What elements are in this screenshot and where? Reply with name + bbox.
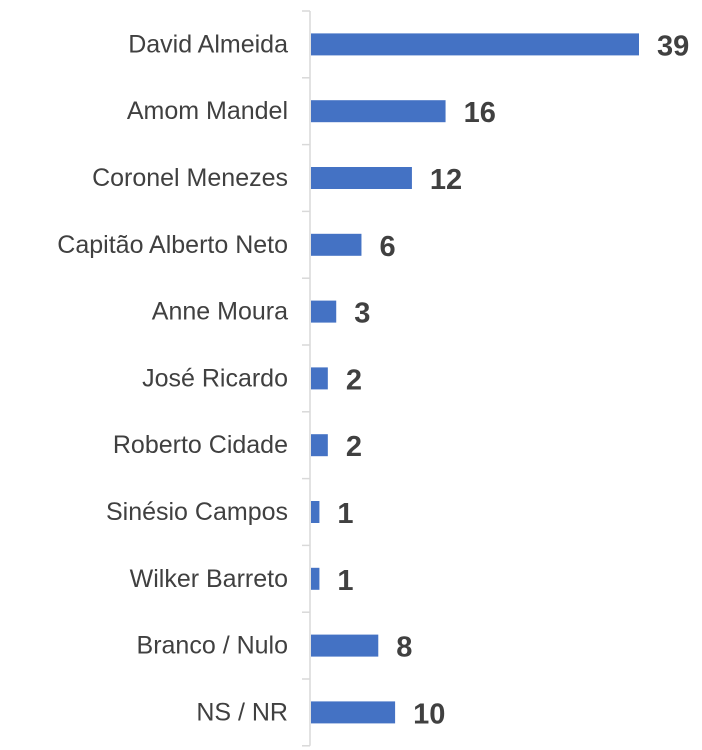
category-label: Sinésio Campos: [106, 498, 288, 526]
category-label: NS / NR: [196, 698, 288, 726]
category-label: Anne Moura: [152, 298, 288, 326]
bar: [311, 701, 396, 724]
bar: [311, 300, 337, 323]
category-label: Branco / Nulo: [137, 632, 288, 660]
value-label: 3: [354, 298, 370, 330]
value-labels: 39 16 12 6 3 2 2 1 1 8 10: [337, 30, 689, 730]
category-label: David Almeida: [128, 30, 288, 58]
bar: [311, 233, 362, 256]
bar: [311, 567, 320, 590]
value-label: 2: [346, 364, 362, 396]
category-label: Capitão Alberto Neto: [57, 231, 288, 259]
value-label: 2: [346, 431, 362, 463]
bar: [311, 100, 446, 123]
value-label: 12: [430, 164, 462, 196]
category-label: Wilker Barreto: [130, 565, 288, 593]
bar: [311, 634, 379, 657]
category-label: Roberto Cidade: [113, 431, 288, 459]
category-label: Coronel Menezes: [92, 164, 288, 192]
category-labels: David Almeida Amom Mandel Coronel Menezes C…: [57, 30, 288, 726]
bar: [311, 33, 639, 56]
bar: [311, 367, 328, 390]
value-label: 16: [464, 97, 496, 129]
category-label: Amom Mandel: [127, 97, 288, 125]
value-label: 39: [657, 30, 689, 62]
category-label: José Ricardo: [142, 364, 288, 392]
value-label: 8: [396, 632, 412, 664]
value-label: 1: [337, 498, 353, 530]
bar: [311, 167, 412, 189]
axis-layer: [302, 10, 311, 747]
value-label: 1: [337, 565, 353, 597]
bars-layer: [311, 33, 639, 724]
value-label: 10: [413, 698, 445, 730]
value-label: 6: [379, 231, 395, 263]
bar: [311, 501, 320, 523]
bar: [311, 434, 328, 457]
